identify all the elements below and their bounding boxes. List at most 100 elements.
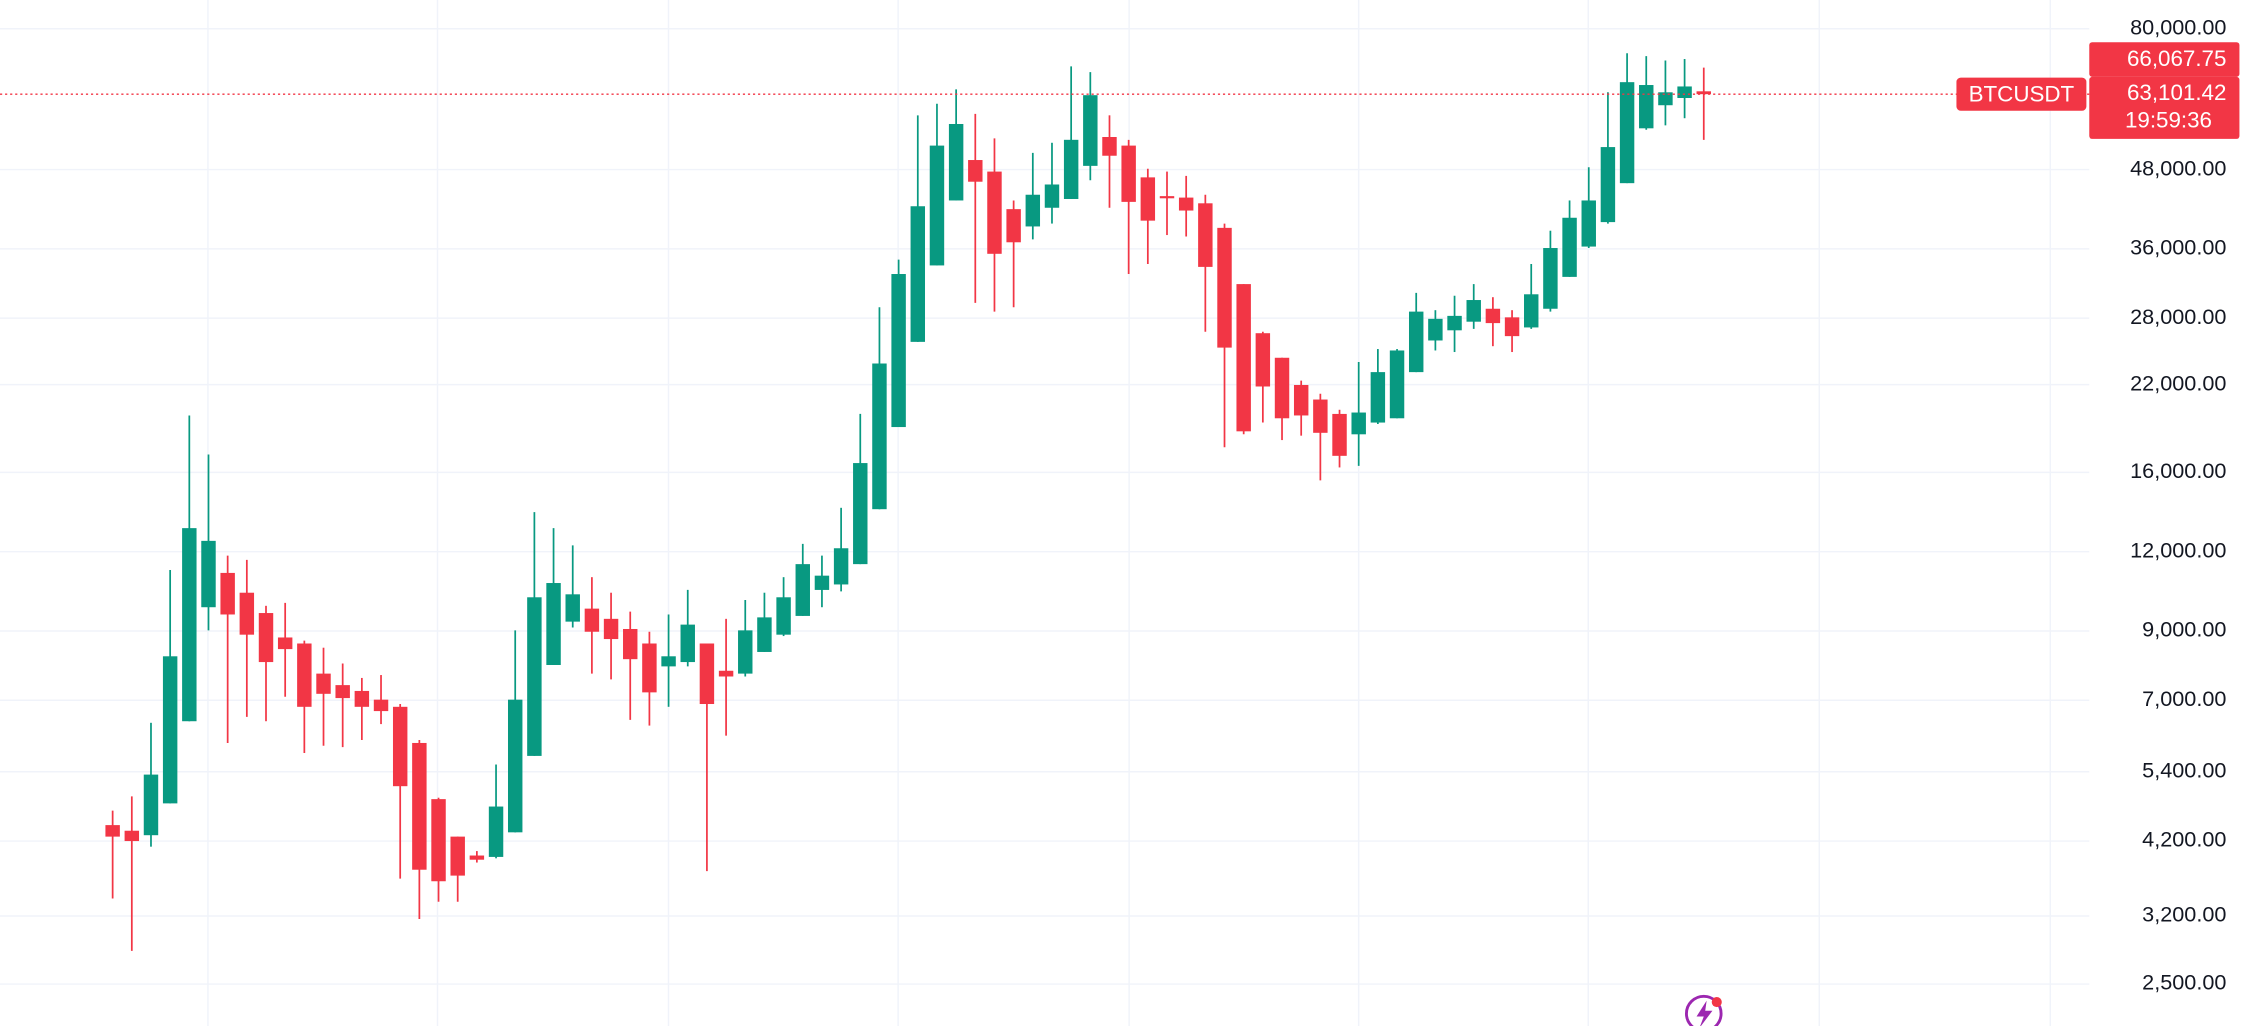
y-tick-label: 80,000.00 xyxy=(2130,14,2226,39)
candle-body xyxy=(853,463,868,565)
y-tick-label: 4,200.00 xyxy=(2142,827,2226,852)
candle-body xyxy=(814,575,830,590)
countdown-label: 19:59:36 xyxy=(2125,108,2212,133)
candle-body xyxy=(680,624,695,663)
price-box xyxy=(2089,76,2240,139)
price-box-top xyxy=(2089,42,2240,77)
candle-body xyxy=(316,673,331,694)
candle-body xyxy=(488,806,504,857)
y-tick-label: 48,000.00 xyxy=(2130,155,2226,180)
candle-body xyxy=(105,825,120,837)
y-tick-label: 22,000.00 xyxy=(2130,370,2226,395)
candle-body xyxy=(1025,194,1041,227)
candle-body xyxy=(507,699,523,833)
y-tick-label: 28,000.00 xyxy=(2130,304,2226,329)
price-box-top-label: 66,067.75 xyxy=(2127,46,2226,71)
lightning-icon[interactable] xyxy=(1684,994,1723,1026)
candle-body xyxy=(757,617,772,652)
candle-body xyxy=(699,643,715,705)
candle-body xyxy=(1543,248,1558,309)
candle-body xyxy=(968,160,983,182)
candle-body xyxy=(124,830,140,842)
candle-body xyxy=(412,742,427,870)
candle-body xyxy=(1639,85,1654,129)
candle-body xyxy=(182,528,197,722)
candle-body xyxy=(1562,217,1577,277)
symbol-badge xyxy=(1956,77,2087,111)
candle-body xyxy=(277,637,293,650)
candle-body xyxy=(1102,136,1117,156)
candle-body xyxy=(776,597,791,635)
y-tick-label: 9,000.00 xyxy=(2142,617,2226,642)
candle-body xyxy=(1524,294,1539,328)
candle-body xyxy=(1600,147,1616,223)
y-tick-label: 16,000.00 xyxy=(2130,458,2226,483)
candle-body xyxy=(1658,92,1673,106)
candle-body xyxy=(450,836,465,876)
candle-body xyxy=(1696,91,1711,95)
candle-body xyxy=(335,685,350,699)
candle-body xyxy=(1255,333,1271,387)
candle-body xyxy=(1178,197,1194,211)
candle-body xyxy=(584,608,600,632)
candle-body xyxy=(1293,384,1309,416)
candle-body xyxy=(1140,177,1156,221)
candle-body xyxy=(1485,308,1501,324)
candle-body xyxy=(354,690,370,707)
candle-body xyxy=(1217,227,1232,348)
candle-body xyxy=(1370,372,1386,423)
candle-body xyxy=(373,699,389,712)
candle-body xyxy=(795,564,810,616)
candle-body xyxy=(201,540,216,608)
candle-body xyxy=(833,548,849,585)
candle-body xyxy=(1504,317,1520,337)
candle-body xyxy=(1428,318,1443,341)
candle-body xyxy=(1063,139,1079,199)
symbol-label: BTCUSDT xyxy=(1969,82,2075,107)
candle-body xyxy=(948,123,964,201)
candle-body xyxy=(1581,200,1596,247)
candle-body xyxy=(162,656,178,804)
y-tick-label: 36,000.00 xyxy=(2130,235,2226,260)
candle-body xyxy=(143,774,159,836)
candle-body xyxy=(872,363,887,510)
candle-body xyxy=(1159,196,1175,199)
candle-body xyxy=(661,656,676,667)
candle-body xyxy=(1447,315,1462,331)
candle-body xyxy=(603,618,619,640)
y-tick-label: 2,500.00 xyxy=(2142,970,2226,995)
candle-body xyxy=(431,799,446,882)
y-tick-label: 5,400.00 xyxy=(2142,757,2226,782)
candle-body xyxy=(469,855,485,860)
candle-body xyxy=(891,274,906,428)
y-tick-label: 12,000.00 xyxy=(2130,537,2226,562)
last-price-label: 63,101.42 xyxy=(2127,80,2226,105)
candle-body xyxy=(392,706,408,787)
candle-body xyxy=(1313,399,1328,433)
candle-body xyxy=(1006,209,1021,243)
candle-body xyxy=(1332,413,1347,456)
candle-body xyxy=(565,594,580,622)
candle-body xyxy=(987,171,1002,254)
candle-body xyxy=(1389,350,1405,419)
candle-body xyxy=(718,670,734,677)
candle-body xyxy=(220,572,235,615)
candle-body xyxy=(1236,284,1251,432)
candle-body xyxy=(738,630,753,674)
candle-body xyxy=(1198,203,1213,267)
candle-body xyxy=(1408,311,1424,373)
candle-body xyxy=(1044,184,1060,208)
candle-body xyxy=(1274,357,1290,419)
candle-body xyxy=(1466,300,1481,322)
candle-body xyxy=(1619,82,1635,184)
candle-body xyxy=(239,592,255,635)
y-tick-label: 3,200.00 xyxy=(2142,902,2226,927)
y-tick-label: 7,000.00 xyxy=(2142,686,2226,711)
candle-body xyxy=(527,597,542,756)
candle-body xyxy=(1121,145,1136,202)
candle-body xyxy=(1351,412,1366,435)
candle-body xyxy=(258,613,274,663)
candle-body xyxy=(546,583,561,665)
